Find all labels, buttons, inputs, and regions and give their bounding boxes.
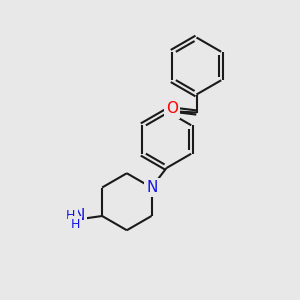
Text: H: H — [66, 209, 76, 222]
Text: N: N — [73, 208, 85, 223]
Text: N: N — [146, 180, 158, 195]
Text: O: O — [166, 101, 178, 116]
Text: H: H — [70, 218, 80, 231]
